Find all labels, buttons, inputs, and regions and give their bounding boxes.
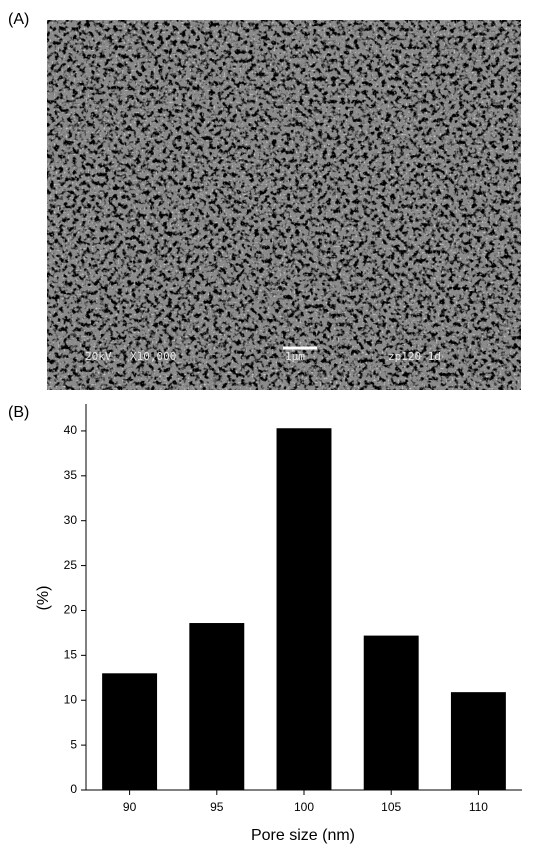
y-tick-label: 20 — [64, 603, 78, 617]
panel-label: (B) — [8, 404, 29, 421]
y-tick-label: 15 — [64, 648, 78, 662]
sem-text: 1μm — [285, 350, 305, 363]
x-tick-label: 95 — [210, 800, 224, 814]
y-tick-label: 25 — [64, 558, 78, 572]
sem-highlights — [47, 20, 521, 390]
bar — [189, 623, 245, 790]
panel-label: (A) — [8, 11, 29, 28]
y-tick-label: 5 — [70, 737, 77, 751]
x-tick-label: 110 — [469, 800, 488, 814]
y-tick-label: 40 — [64, 423, 78, 437]
sem-image: 20kV X10,000 1μm zp120-1d — [47, 20, 521, 390]
bar — [450, 692, 506, 790]
y-axis-title: (%) — [35, 586, 52, 611]
sem-text: zp120-1d — [388, 350, 441, 363]
bar — [363, 635, 419, 790]
x-tick-label: 105 — [381, 800, 401, 814]
bar — [102, 673, 158, 790]
x-tick-label: 100 — [294, 800, 314, 814]
y-tick-label: 35 — [64, 468, 78, 482]
y-tick-label: 0 — [70, 782, 77, 796]
sem-text: 20kV — [85, 350, 112, 363]
x-axis-title: Pore size (nm) — [251, 827, 355, 844]
y-tick-label: 10 — [64, 692, 78, 706]
bar — [276, 428, 332, 790]
x-tick-label: 90 — [123, 800, 137, 814]
y-tick-label: 30 — [64, 513, 78, 527]
sem-text: X10,000 — [130, 350, 176, 363]
